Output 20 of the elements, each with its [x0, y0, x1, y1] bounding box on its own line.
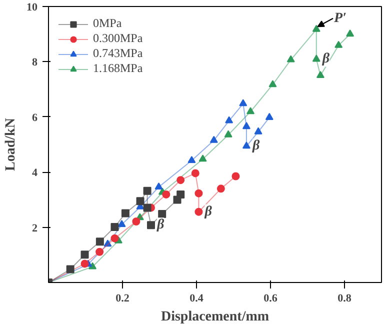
annotation: β: [156, 218, 165, 233]
annotation: β: [321, 52, 330, 67]
x-tick-label: 0.6: [264, 292, 278, 304]
annotation: P′: [334, 10, 347, 26]
y-axis-title: Load/kN: [4, 118, 18, 171]
x-tick-label: 0.4: [190, 292, 204, 304]
x-tick-label: 0.2: [116, 292, 130, 304]
y-tick-label: 4: [32, 167, 38, 180]
y-tick-label: 10: [26, 2, 38, 14]
x-tick-label: 0.8: [338, 292, 352, 304]
x-axis-title: Displacement/mm: [160, 310, 270, 324]
legend-label: 0MPa: [93, 16, 122, 31]
legend-label: 0.743MPa: [93, 46, 143, 61]
annotation: β: [204, 204, 213, 220]
y-tick-label: 8: [32, 56, 38, 69]
legend-label: 0.300MPa: [93, 31, 143, 46]
legend-label: 1.168MPa: [93, 61, 143, 76]
y-tick-label: 6: [32, 112, 38, 124]
y-tick-label: 2: [32, 222, 38, 234]
annotation: β: [251, 138, 260, 154]
